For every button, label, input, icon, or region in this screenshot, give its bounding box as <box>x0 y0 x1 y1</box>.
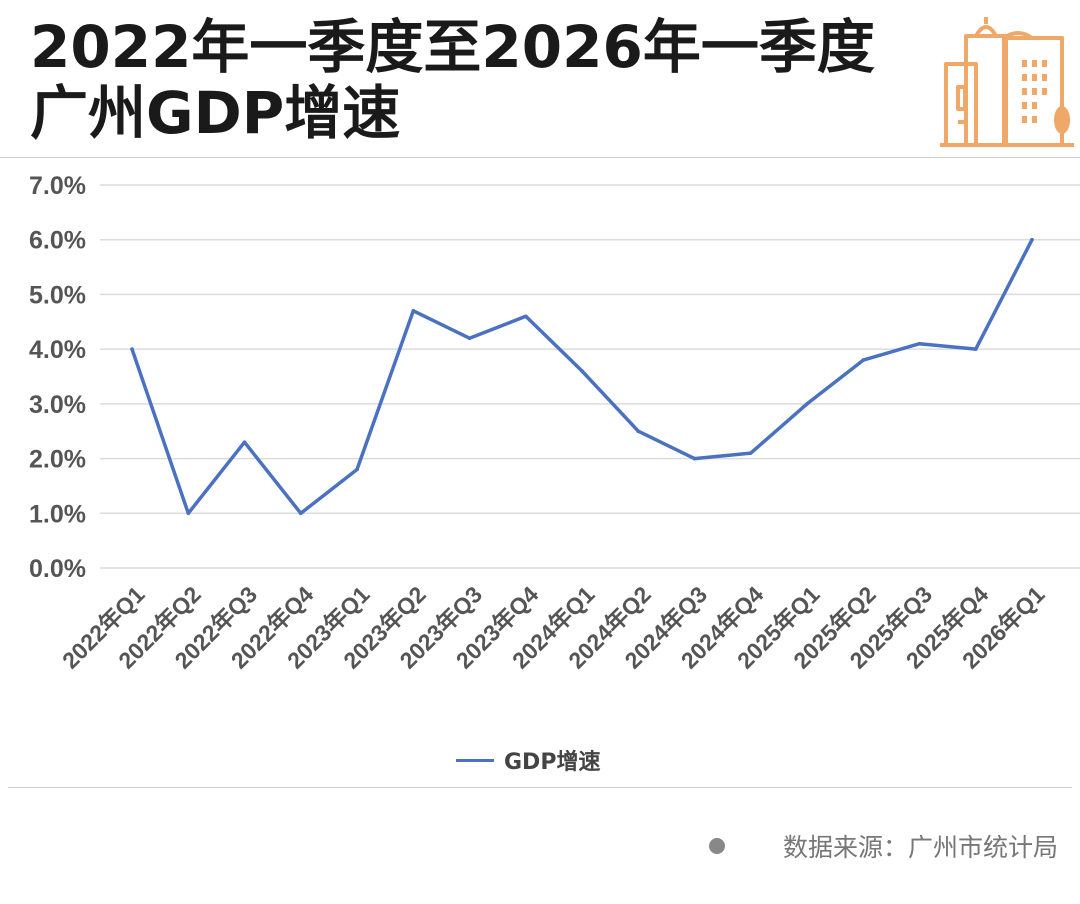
data-point <box>748 451 753 455</box>
legend-label: GDP增速 <box>504 750 601 775</box>
data-point <box>467 336 472 340</box>
data-point <box>411 309 416 313</box>
data-point <box>298 511 303 516</box>
y-tick-label: 0.0% <box>29 555 86 583</box>
legend-line-swatch <box>456 758 494 762</box>
y-tick-label: 4.0% <box>29 336 86 364</box>
y-tick-label: 5.0% <box>29 281 86 309</box>
series-line <box>130 237 1034 516</box>
line-chart: 0.0%1.0%2.0%3.0%4.0%5.0%6.0%7.0%2022年Q12… <box>29 172 1080 674</box>
data-point <box>917 341 922 346</box>
data-point <box>242 440 247 444</box>
data-source: 数据来源：广州市统计局 <box>708 828 1058 864</box>
y-tick-label: 1.0% <box>29 500 86 528</box>
y-tick-label: 3.0% <box>29 391 86 419</box>
data-point <box>692 456 697 461</box>
data-point <box>805 402 809 406</box>
data-point <box>523 314 528 319</box>
data-point <box>861 358 866 362</box>
source-text: 数据来源：广州市统计局 <box>782 833 1058 862</box>
header-divider <box>0 157 1080 158</box>
footer-divider <box>8 787 1072 788</box>
data-point <box>130 347 134 351</box>
city-buildings-icon <box>940 17 1074 147</box>
y-tick-label: 7.0% <box>29 172 86 200</box>
data-point <box>580 369 584 373</box>
data-point <box>355 467 359 472</box>
y-tick-label: 2.0% <box>29 446 86 474</box>
data-point <box>636 429 641 434</box>
data-point <box>186 511 191 516</box>
data-point <box>1030 237 1034 242</box>
chart-legend: GDP增速 <box>456 744 600 776</box>
bullet-dot-icon <box>708 838 725 854</box>
y-tick-label: 6.0% <box>29 227 86 255</box>
chart-title: 2022年一季度至2026年一季度广州GDP增速 <box>30 13 875 147</box>
data-point <box>973 347 978 351</box>
